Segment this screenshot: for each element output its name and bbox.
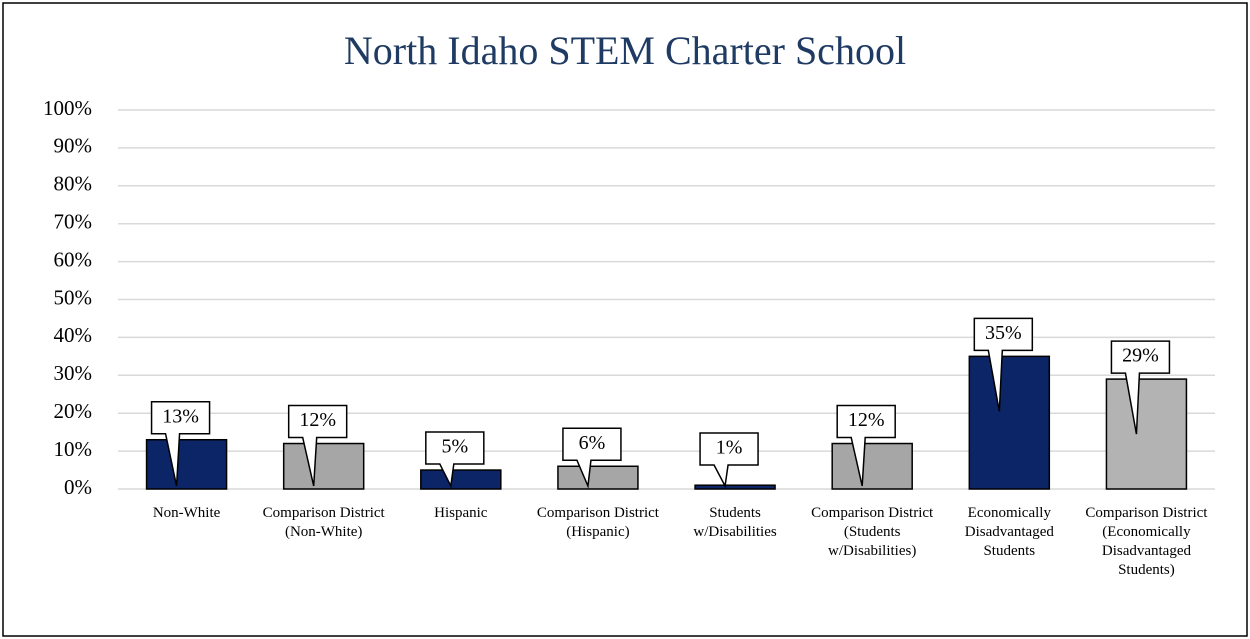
x-tick-label: Comparison District (Economically Disadv…: [1085, 505, 1208, 578]
bar: [831, 442, 913, 490]
callout-box: [562, 427, 622, 489]
y-tick-label: 50%: [54, 285, 93, 309]
y-tick-label: 100%: [43, 96, 92, 120]
callout-box: [150, 400, 211, 487]
callout-box: [287, 404, 348, 487]
y-tick-label: 0%: [64, 475, 92, 499]
y-tick-label: 90%: [54, 134, 93, 158]
callout-box: [699, 432, 759, 489]
data-label: 12%: [299, 409, 336, 431]
y-tick-label: 40%: [54, 323, 93, 347]
bar: [557, 465, 639, 490]
callout-box: [1110, 340, 1171, 435]
y-tick-label: 60%: [54, 247, 93, 271]
bar: [968, 355, 1051, 490]
chart-title: North Idaho STEM Charter School: [344, 28, 906, 73]
y-tick-label: 10%: [54, 437, 93, 461]
data-label: 13%: [162, 405, 199, 427]
y-tick-label: 20%: [54, 399, 93, 423]
data-label: 12%: [848, 409, 885, 431]
x-tick-label: Comparison District (Non-White): [262, 505, 385, 540]
data-label: 35%: [985, 322, 1022, 344]
x-tick-label: Students w/Disabilities: [693, 505, 777, 540]
data-label: 6%: [579, 432, 606, 454]
bar: [145, 438, 228, 490]
callout-box: [973, 317, 1034, 412]
x-tick-label: Non-White: [152, 505, 221, 521]
x-tick-label: Comparison District (Hispanic): [536, 505, 659, 540]
y-tick-label: 70%: [54, 210, 93, 234]
x-tick-label: Economically Disadvantaged Students: [964, 505, 1054, 559]
bar: [282, 442, 365, 490]
data-label: 1%: [716, 437, 743, 459]
bar: [694, 484, 776, 490]
data-label: 5%: [441, 436, 468, 458]
y-tick-label: 80%: [54, 172, 93, 196]
x-tick-label: Hispanic: [434, 505, 488, 521]
callout-box: [425, 431, 485, 489]
bar: [1105, 378, 1188, 490]
y-tick-label: 30%: [54, 361, 93, 385]
x-tick-label: Comparison District (Students w/Disabili…: [811, 505, 934, 559]
data-label: 29%: [1122, 345, 1159, 367]
bar: [420, 469, 502, 490]
callout-box: [836, 404, 896, 487]
